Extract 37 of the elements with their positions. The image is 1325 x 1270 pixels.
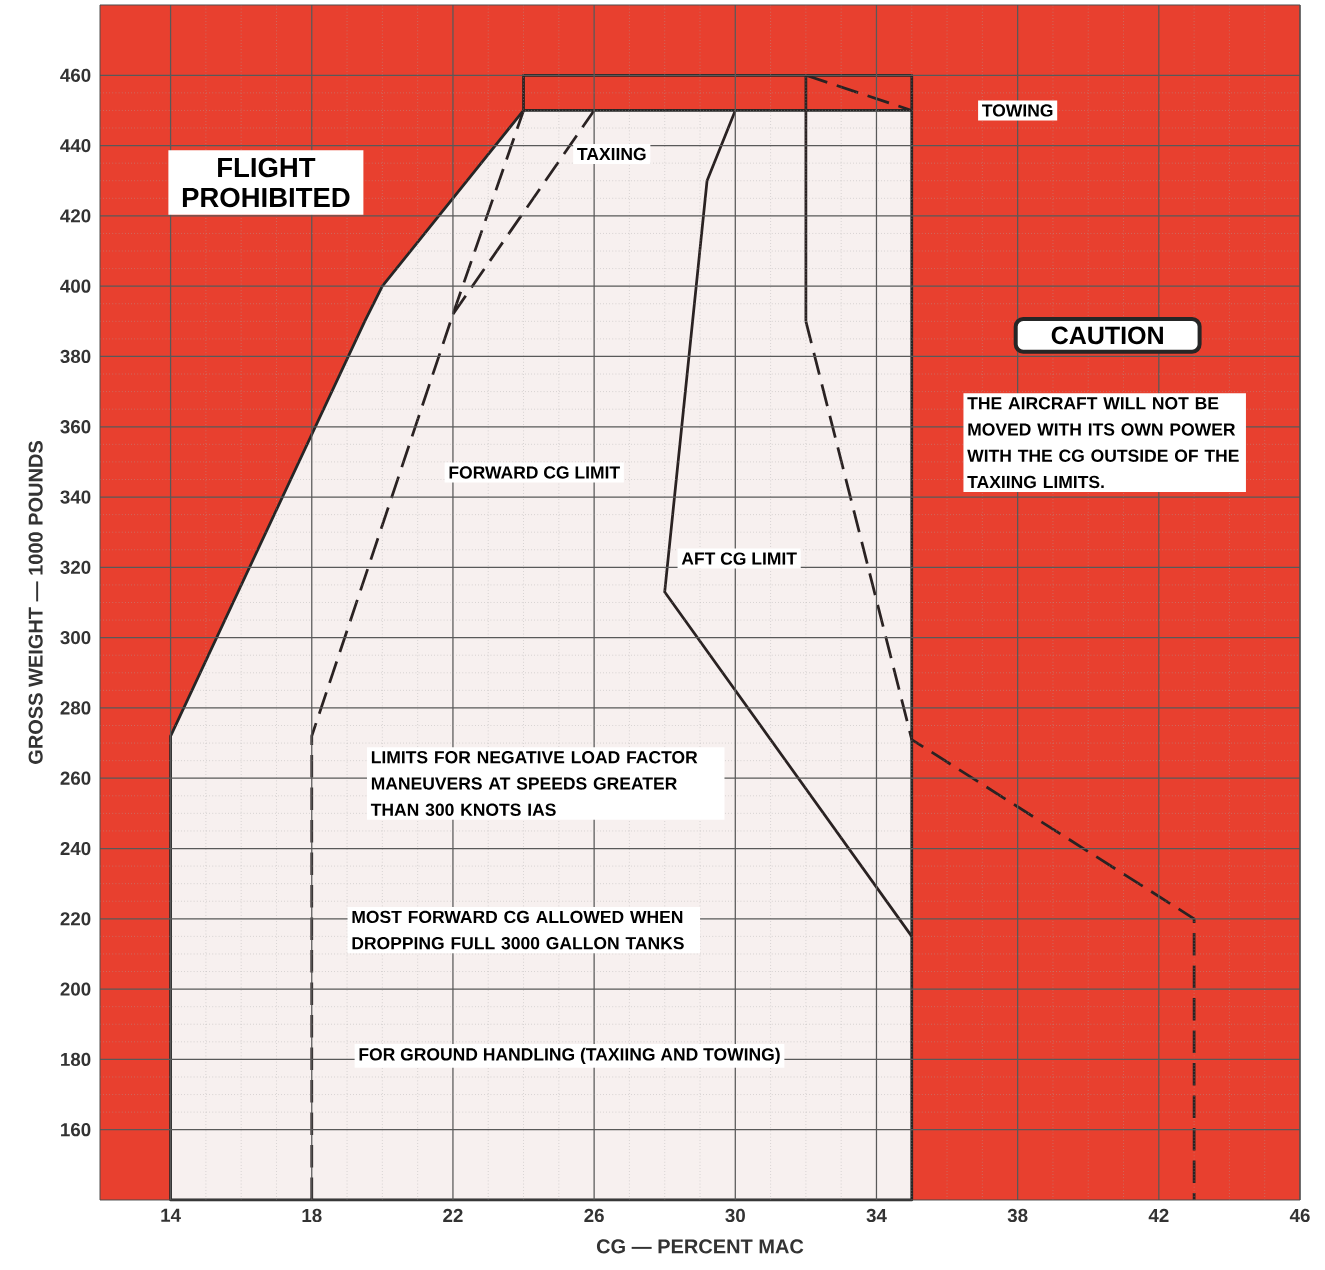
y-tick-label: 460 [60, 68, 91, 82]
annotation: TOWING [982, 104, 1053, 117]
band-label: FLIGHT PROHIBITED [182, 157, 350, 208]
annotation: CAUTION [1051, 326, 1163, 345]
x-tick-label: 18 [302, 1208, 322, 1223]
y-tick-label: 360 [60, 420, 91, 434]
x-tick-label: 26 [584, 1208, 604, 1223]
x-tick-label: 30 [725, 1208, 745, 1223]
y-tick-label: 240 [60, 841, 91, 856]
y-tick-label: 400 [60, 279, 91, 293]
y-tick-label: 320 [60, 560, 91, 574]
x-tick-label: 22 [443, 1208, 463, 1222]
annotation: FOR GROUND HANDLING (TAXIING AND TOWING) [359, 1047, 780, 1065]
y-tick-label: 420 [60, 209, 91, 223]
y-tick-label: 280 [60, 701, 91, 715]
x-tick-label: 38 [1007, 1208, 1028, 1223]
x-tick-label: 14 [161, 1208, 181, 1222]
y-tick-label: 180 [61, 1052, 91, 1067]
y-tick-label: 440 [60, 138, 91, 153]
x-tick-label: 42 [1148, 1208, 1169, 1222]
annotation: TAXIING [577, 147, 646, 161]
y-tick-label: 300 [60, 630, 91, 645]
y-tick-label: 260 [60, 771, 91, 785]
x-tick-label: 46 [1289, 1208, 1310, 1223]
annotation: FORWARD CG LIMIT [449, 466, 620, 479]
y-tick-label: 200 [60, 982, 91, 996]
annotation: LIMITS FOR NEGATIVE LOAD FACTOR MANEUVERS AT SPEEDS GREATER THAN 300 KNOTS IAS [370, 751, 698, 816]
y-tick-label: 380 [60, 349, 91, 364]
y-axis-title: GROSS WEIGHT — 1000 POUNDS [28, 441, 43, 764]
x-tick-label: 34 [866, 1208, 887, 1223]
y-tick-label: 160 [61, 1123, 91, 1137]
annotation: THE AIRCRAFT WILL NOT BE MOVED WITH ITS OWN POWER WITH THE CG OUTSIDE OF THE TAXIING LIMITS. [967, 397, 1239, 489]
y-tick-label: 340 [60, 490, 91, 504]
x-axis-title: CG — PERCENT MAC [596, 1239, 804, 1254]
annotation: MOST FORWARD CG ALLOWED WHEN DROPPING FULL 3000 GALLON TANKS [352, 910, 684, 950]
annotation: AFT CG LIMIT [681, 552, 797, 565]
y-tick-label: 220 [60, 912, 91, 926]
